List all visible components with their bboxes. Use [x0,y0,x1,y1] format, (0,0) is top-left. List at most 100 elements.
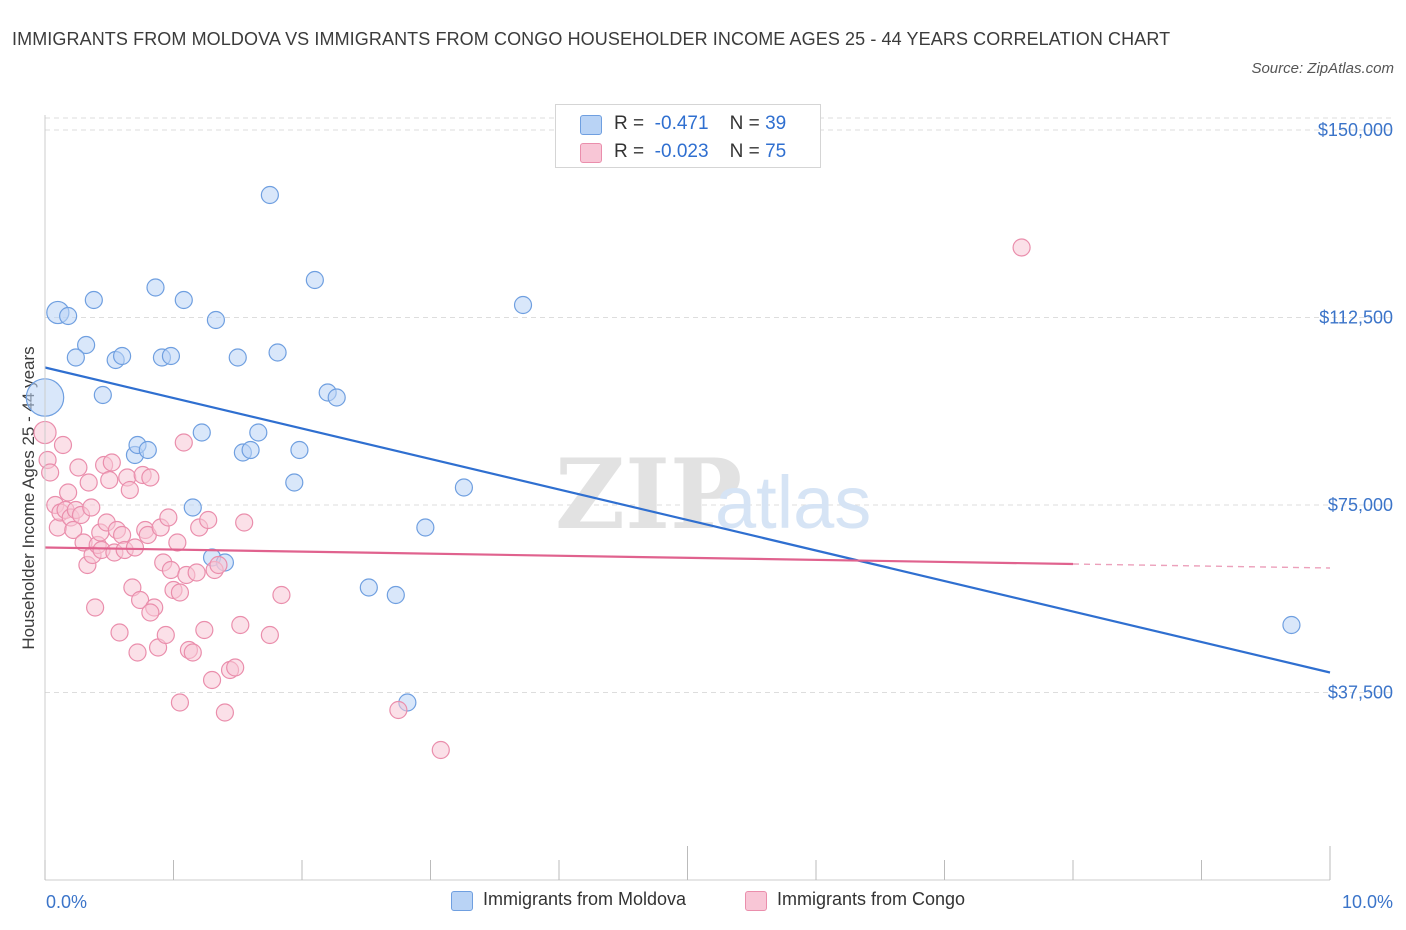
moldova-point [359,578,378,597]
congo-point [120,480,139,500]
moldova-point [454,478,474,497]
moldova-point [138,440,157,460]
moldova-point [77,335,96,355]
congo-point [64,520,83,540]
gridlines [45,117,1393,693]
congo-n-label: N = [729,141,760,162]
congo-point [159,508,178,527]
moldova-point [192,423,211,442]
congo-point [41,463,60,482]
moldova-point [285,473,304,492]
congo-point [260,625,279,645]
congo-point [100,470,119,490]
moldova-n-label: N = [729,113,760,134]
bottom-moldova-swatch [451,891,473,911]
congo-point [170,583,190,602]
congo-point [110,623,129,642]
axes [44,115,1331,881]
moldova-point [268,343,287,362]
congo-point [59,483,78,502]
congo-trend-extension [1072,563,1331,569]
moldova-point [327,388,346,407]
congo-point [69,458,88,477]
congo-n-value: 75 [765,141,787,162]
congo-point [1012,238,1031,257]
moldova-point [146,278,165,297]
watermark-zip: ZIP [555,438,742,551]
moldova-point [206,310,226,330]
congo-point [141,603,160,622]
congo-r-label: R = [614,141,645,162]
congo-point [174,433,193,452]
stats-legend: R = -0.471 N = 39 R = -0.023 N = 75 [555,104,821,168]
congo-point [156,625,175,645]
congo-point [389,700,408,720]
y-tick-label: $37,500 [1328,683,1393,703]
moldova-n-value: 39 [765,113,787,134]
congo-point [235,513,254,532]
congo-point [209,555,228,575]
moldova-r-label: R = [614,113,645,134]
moldova-point [416,518,435,537]
congo-point [102,453,121,472]
x-tick-label-max: 10.0% [1342,892,1393,912]
congo-point [195,620,214,640]
congo-point [125,538,145,557]
y-tick-label: $75,000 [1328,495,1393,515]
moldova-point [1282,615,1301,635]
congo-swatch [580,143,602,163]
data-points [25,185,1301,760]
congo-point [82,498,101,517]
moldova-point [260,185,279,205]
congo-point [168,533,187,552]
congo-trend-line [44,546,1074,566]
congo-r-value: -0.023 [654,141,709,162]
congo-point [53,435,73,455]
moldova-point [84,290,103,310]
y-tick-label: $112,500 [1319,308,1393,328]
moldova-point [305,270,324,290]
moldova-point [290,440,309,460]
chart-title: IMMIGRANTS FROM MOLDOVA VS IMMIGRANTS FR… [12,29,1171,49]
moldova-point [174,290,193,310]
congo-point [215,703,234,722]
congo-point [187,563,206,582]
congo-point [272,585,291,605]
congo-point [86,598,105,617]
congo-point [170,693,190,712]
moldova-point [228,348,247,367]
congo-point [431,740,450,760]
watermark-atlas: atlas [715,461,871,544]
moldova-r-value: -0.471 [654,113,709,134]
moldova-swatch [580,115,602,135]
congo-point [79,473,98,492]
trend-lines [44,366,1331,674]
moldova-point [386,585,405,605]
bottom-moldova-label: Immigrants from Moldova [483,889,687,909]
moldova-point [249,423,268,442]
tick-labels: $37,500 $75,000 $112,500 $150,000 0.0% 10.0% [46,120,1393,912]
congo-point [183,643,202,662]
y-tick-label: $150,000 [1318,120,1393,140]
congo-point [199,510,218,530]
source-label: Source: ZipAtlas.com [1251,60,1394,77]
bottom-congo-label: Immigrants from Congo [777,889,966,909]
congo-point [161,560,181,580]
congo-point [128,643,147,662]
x-tick-label-min: 0.0% [46,892,87,912]
congo-point [202,670,222,690]
moldova-point [183,498,202,517]
moldova-point [93,385,112,405]
moldova-point [112,346,132,366]
moldova-point [241,440,260,460]
bottom-congo-swatch [745,891,767,911]
moldova-trend-line [44,366,1331,674]
congo-point [130,590,150,610]
congo-point [226,658,245,677]
moldova-point [66,348,85,367]
moldova-point [513,295,533,315]
congo-point [141,468,160,487]
moldova-point [59,306,78,326]
moldova-point [161,346,181,366]
